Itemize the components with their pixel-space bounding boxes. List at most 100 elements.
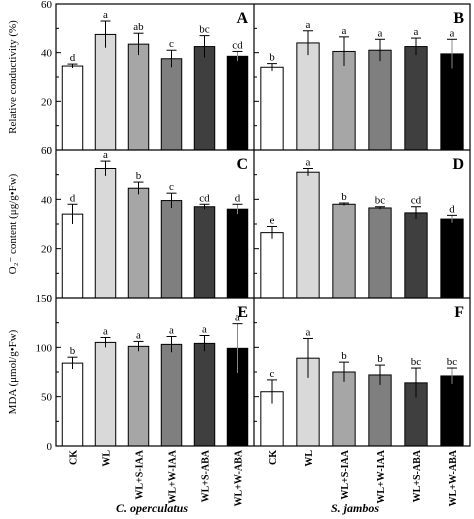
bar — [368, 374, 392, 447]
x-tick-label: CK — [268, 450, 279, 465]
bar — [193, 206, 216, 299]
x-tick-label: WL+S-ABA — [412, 449, 423, 502]
bar — [296, 42, 320, 151]
x-tick-label: WL+W-ABA — [448, 449, 459, 506]
x-tick-label: WL+W-ABA — [234, 449, 245, 506]
chart-panel-e: E 0 50 100 150 b a a a a a — [36, 293, 249, 453]
significance-letter: cd — [232, 39, 243, 51]
bar — [160, 58, 183, 151]
bar — [226, 208, 249, 299]
x-tick-label: WL — [102, 450, 113, 467]
bar — [61, 362, 84, 447]
significance-letter: bc — [411, 356, 422, 368]
x-tick-label: WL+S-IAA — [340, 449, 351, 499]
significance-letter: c — [270, 368, 275, 380]
panel-letter: A — [236, 10, 248, 27]
significance-letter: d — [235, 192, 241, 204]
x-tick-label: WL+S-IAA — [135, 449, 146, 499]
significance-letter: b — [377, 353, 383, 365]
chart-panel-b: Bb a a a a a — [254, 3, 464, 151]
significance-letter: a — [235, 312, 240, 324]
bar — [404, 212, 428, 299]
bar — [440, 375, 464, 447]
y-tick-label: 40 — [41, 48, 53, 60]
x-tick-label: WL+S-ABA — [201, 449, 212, 502]
significance-letter: ab — [133, 21, 144, 33]
y-tick-label: 150 — [36, 293, 53, 305]
y-tick-label: 40 — [41, 194, 53, 206]
bar — [332, 203, 356, 299]
y-tick-label: 60 — [41, 145, 53, 157]
bar — [260, 232, 284, 299]
significance-letter: a — [306, 326, 311, 338]
significance-letter: cd — [199, 192, 210, 204]
y-axis-label: O₂⁻ content (μg/g•Fw) — [7, 173, 19, 274]
significance-letter: a — [378, 27, 383, 39]
bar — [193, 46, 216, 151]
chart-panel-c: C 0 20 40 60 d a b c cd d — [41, 145, 249, 305]
bar — [94, 341, 117, 447]
significance-letter: b — [269, 52, 275, 64]
panel-letter: B — [453, 10, 464, 27]
significance-letter: b — [341, 191, 347, 203]
significance-letter: a — [103, 9, 108, 21]
bar — [260, 66, 284, 151]
significance-letter: a — [169, 324, 174, 336]
x-tick-label: WL — [304, 450, 315, 467]
panel-letter: D — [452, 156, 464, 173]
significance-letter: bc — [199, 24, 210, 36]
chart-panel-d: De a b bc cd d — [254, 149, 464, 299]
significance-letter: b — [136, 170, 142, 182]
significance-letter: cd — [411, 195, 422, 207]
significance-letter: a — [136, 329, 141, 341]
x-tick-label: WL+W-IAA — [376, 449, 387, 503]
panel-letter: E — [237, 304, 248, 321]
y-tick-label: 0 — [47, 293, 53, 305]
significance-letter: d — [70, 192, 76, 204]
bar — [127, 187, 150, 299]
bar — [61, 65, 84, 151]
y-tick-label: 50 — [41, 392, 53, 404]
y-tick-label: 20 — [41, 244, 53, 256]
bar — [160, 343, 183, 447]
bar — [160, 200, 183, 299]
y-tick-label: 0 — [47, 441, 53, 453]
significance-letter: d — [70, 52, 76, 64]
y-tick-label: 0 — [47, 145, 53, 157]
bar — [61, 213, 84, 299]
significance-letter: a — [103, 149, 108, 161]
bar — [296, 171, 320, 299]
x-tick-label: CK — [69, 450, 80, 465]
bar — [368, 49, 392, 151]
bar — [127, 43, 150, 151]
chart-panel-a: A 0 20 40 60 d a ab c bc cd — [41, 0, 248, 157]
group-label-right: S. jambos — [331, 501, 379, 515]
significance-letter: c — [169, 38, 174, 50]
significance-letter: a — [202, 323, 207, 335]
bar — [193, 342, 216, 447]
panel-letter: C — [236, 156, 248, 173]
bar — [368, 207, 392, 299]
bar — [440, 218, 464, 299]
significance-letter: a — [103, 325, 108, 337]
y-axis-label: MDA (μmol/g•Fw) — [7, 329, 19, 414]
panel-letter: F — [454, 304, 464, 321]
bar — [94, 168, 117, 299]
significance-letter: b — [341, 350, 347, 362]
chart-panel-f: Fc a b b bc bc — [254, 297, 464, 447]
significance-letter: a — [450, 27, 455, 39]
y-tick-label: 20 — [41, 96, 53, 108]
group-label-left: C. operculatus — [116, 501, 188, 515]
significance-letter: d — [449, 203, 455, 215]
y-tick-label: 100 — [36, 342, 53, 354]
bar — [332, 50, 356, 151]
significance-letter: bc — [447, 356, 458, 368]
significance-letter: a — [306, 157, 311, 169]
significance-letter: bc — [375, 195, 386, 207]
bar — [226, 55, 249, 151]
significance-letter: a — [414, 26, 419, 38]
bar — [127, 345, 150, 447]
significance-letter: a — [306, 19, 311, 31]
bar — [94, 33, 117, 151]
